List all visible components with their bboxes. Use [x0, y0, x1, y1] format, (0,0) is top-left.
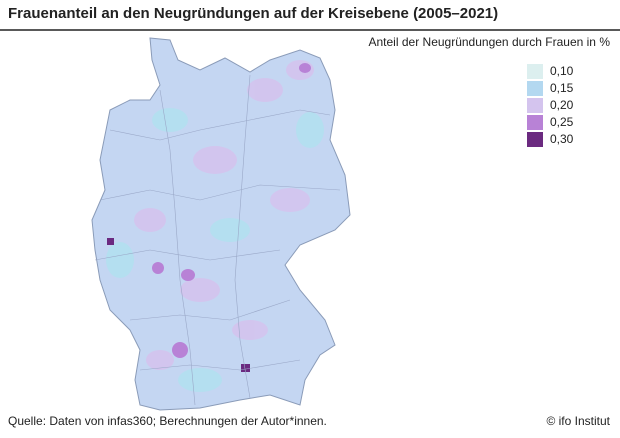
- legend-swatch: [527, 98, 543, 113]
- legend-swatch: [527, 64, 543, 79]
- legend-label: 0,20: [550, 98, 574, 112]
- legend-swatch: [527, 132, 543, 147]
- region-patches-mid: [152, 63, 311, 358]
- legend-title: Anteil der Neugründungen durch Frauen in…: [369, 35, 611, 49]
- title: Frauenanteil an den Neugründungen auf de…: [8, 5, 498, 22]
- region-patches: [134, 60, 314, 370]
- region-dark: [241, 364, 250, 372]
- legend-label: 0,30: [550, 132, 574, 146]
- legend-label: 0,10: [550, 64, 574, 78]
- region-dark: [107, 238, 114, 245]
- map: [91, 37, 351, 411]
- legend: 0,10 0,15 0,20 0,25 0,30: [527, 64, 574, 147]
- source: Quelle: Daten von infas360; Berechnungen…: [8, 414, 327, 428]
- legend-label: 0,25: [550, 115, 574, 129]
- legend-label: 0,15: [550, 81, 574, 95]
- legend-swatch: [527, 115, 543, 130]
- region-patches-light: [106, 108, 324, 392]
- legend-swatch: [527, 81, 543, 96]
- county-lines: [94, 74, 341, 406]
- credit: © ifo Institut: [546, 414, 610, 428]
